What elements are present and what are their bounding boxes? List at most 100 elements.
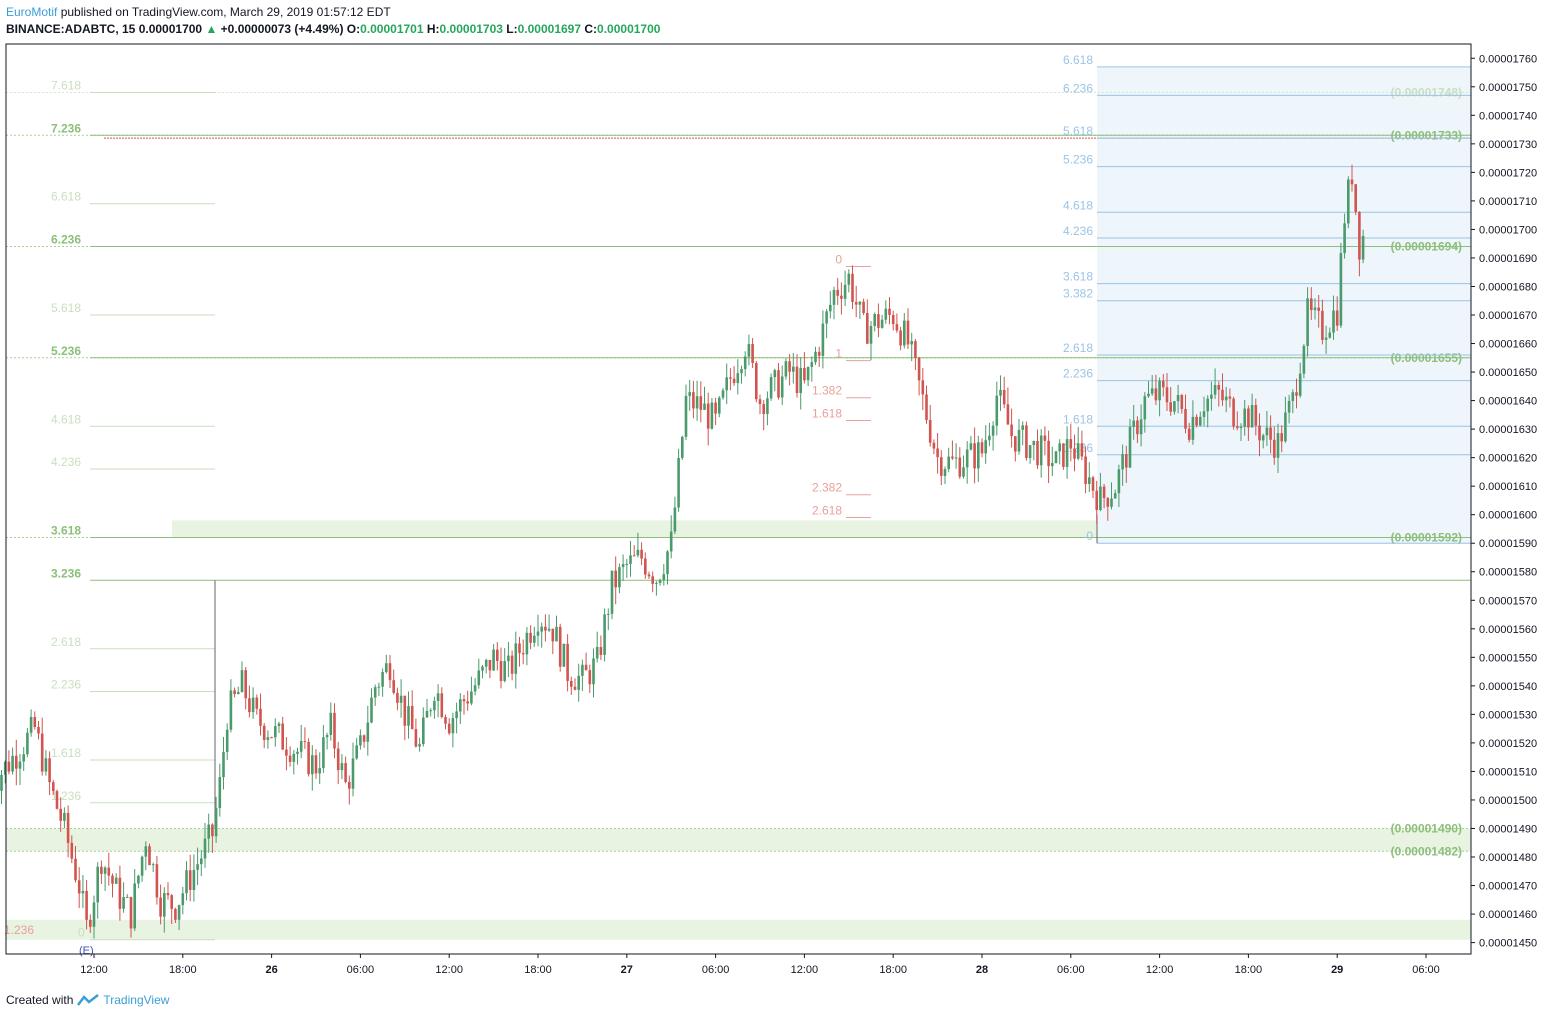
candle-body bbox=[692, 392, 695, 409]
author-link[interactable]: EuroMotif bbox=[6, 5, 58, 19]
candle-body bbox=[629, 555, 632, 564]
candle-body bbox=[107, 867, 111, 876]
candle-body bbox=[255, 697, 259, 709]
candle-body bbox=[544, 626, 547, 631]
candle-body bbox=[381, 672, 384, 687]
time-tick-label: 12:00 bbox=[435, 964, 463, 976]
candle-body bbox=[658, 579, 662, 583]
candle-body bbox=[706, 403, 710, 429]
candle-body bbox=[603, 614, 606, 655]
candle-body bbox=[311, 755, 314, 775]
candle-body bbox=[621, 564, 625, 568]
candle-body bbox=[37, 727, 40, 734]
candle-body bbox=[196, 864, 199, 870]
candle-body bbox=[803, 368, 806, 381]
candle-body bbox=[681, 436, 684, 458]
candle-body bbox=[1176, 395, 1180, 402]
candle-body bbox=[292, 753, 296, 762]
candle-body bbox=[721, 390, 725, 398]
tradingview-logo-icon bbox=[77, 994, 100, 1006]
candle-body bbox=[440, 693, 444, 718]
candle-body bbox=[969, 443, 973, 450]
candle-body bbox=[429, 710, 432, 712]
price-tick-label: 0.00001550 bbox=[1479, 652, 1537, 664]
time-tick-label: 18:00 bbox=[1235, 964, 1263, 976]
candle-body bbox=[1006, 404, 1010, 425]
candle-body bbox=[96, 866, 99, 903]
symbol-info: BINANCE:ADABTC, 15 0.00001700 ▲ +0.00000… bbox=[6, 22, 660, 36]
candle-body bbox=[373, 687, 377, 698]
fib-right-label: 5.618 bbox=[1063, 124, 1093, 138]
candle-body bbox=[66, 812, 70, 843]
candle-body bbox=[48, 758, 51, 783]
candle-body bbox=[63, 812, 66, 821]
candle-body bbox=[533, 635, 536, 643]
fib-left-label: 0 bbox=[78, 926, 85, 940]
candle-body bbox=[951, 456, 954, 459]
candle-body bbox=[233, 690, 236, 695]
candle-body bbox=[1347, 179, 1350, 224]
candle-body bbox=[1335, 310, 1339, 326]
candle-body bbox=[351, 758, 355, 789]
fib-right-label: 4.236 bbox=[1063, 224, 1093, 238]
candle-body bbox=[843, 284, 847, 299]
candle-body bbox=[492, 649, 495, 671]
candle-body bbox=[651, 576, 654, 584]
candle-body bbox=[1043, 435, 1047, 441]
candle-body bbox=[1228, 396, 1232, 399]
candle-body bbox=[1150, 388, 1154, 394]
axes: 0.00001760 0.00001750 0.00001740 0.00001730… bbox=[5, 43, 1537, 976]
candle-body bbox=[111, 875, 114, 884]
candle-body bbox=[943, 469, 947, 476]
candle-body bbox=[281, 723, 284, 750]
candle-body bbox=[470, 691, 473, 704]
candle-body bbox=[1076, 443, 1080, 459]
candle-body bbox=[899, 330, 902, 346]
fib-left-red-label: 1.236 bbox=[4, 923, 34, 937]
price-tick-label: 0.00001490 bbox=[1479, 823, 1537, 835]
low-label: L: bbox=[506, 22, 518, 36]
candle-body bbox=[514, 643, 518, 674]
candle-body bbox=[973, 443, 976, 469]
candle-body bbox=[488, 659, 492, 671]
symbol-name: BINANCE:ADABTC, 15 bbox=[6, 22, 136, 36]
candle-body bbox=[725, 377, 728, 391]
candle-body bbox=[1273, 439, 1276, 458]
fib-left-label: 5.618 bbox=[51, 301, 81, 315]
candle-body bbox=[814, 351, 817, 363]
price-tick-label: 0.00001630 bbox=[1479, 424, 1537, 436]
candle-body bbox=[1091, 477, 1095, 491]
candle-body bbox=[1102, 486, 1106, 499]
fib-left-label: 6.618 bbox=[51, 190, 81, 204]
candle-body bbox=[584, 664, 588, 671]
candle-body bbox=[1332, 310, 1335, 333]
candle-body bbox=[277, 723, 281, 727]
candle-body bbox=[151, 864, 155, 866]
key-level-label: (0.00001748) bbox=[1391, 85, 1462, 99]
time-tick-label: 18:00 bbox=[169, 964, 197, 976]
up-arrow-icon: ▲ bbox=[205, 22, 218, 36]
candle-body bbox=[558, 626, 562, 667]
tradingview-brand[interactable]: TradingView bbox=[103, 993, 170, 1007]
candle-body bbox=[666, 551, 669, 575]
candle-body bbox=[1032, 440, 1036, 446]
candle-body bbox=[15, 755, 18, 769]
published-text: published on TradingView.com, March 29, … bbox=[60, 5, 391, 19]
candle-body bbox=[1217, 385, 1221, 390]
candle-body bbox=[703, 403, 706, 410]
candle-body bbox=[817, 351, 821, 356]
candle-body bbox=[995, 395, 999, 426]
candle-body bbox=[570, 680, 573, 687]
fib-mid-label: 0 bbox=[835, 253, 842, 267]
candle-body bbox=[229, 690, 233, 730]
price-tick-label: 0.00001610 bbox=[1479, 481, 1537, 493]
candle-body bbox=[1173, 401, 1176, 412]
candle-body bbox=[836, 289, 839, 296]
candle-body bbox=[1002, 389, 1006, 405]
candle-body bbox=[1180, 395, 1184, 409]
candle-body bbox=[510, 655, 514, 674]
candle-body bbox=[1191, 416, 1195, 440]
candle-body bbox=[1039, 435, 1043, 466]
candle-body bbox=[529, 632, 532, 643]
